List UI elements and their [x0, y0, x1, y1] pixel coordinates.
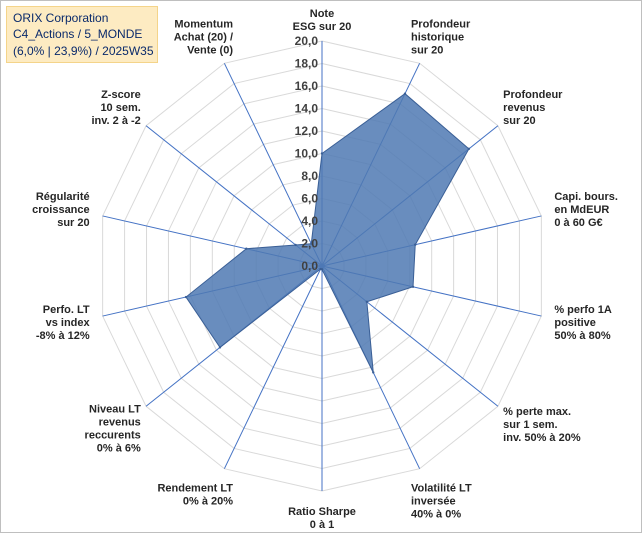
axis-label: en MdEUR: [554, 204, 609, 216]
tick-label: 4,0: [301, 214, 318, 228]
axis-label: Niveau LT: [89, 404, 141, 416]
tick-label: 16,0: [295, 79, 319, 93]
axis-label: 50% à 80%: [554, 330, 610, 342]
tick-label: 20,0: [295, 34, 319, 48]
chart-title-box: ORIX Corporation C4_Actions / 5_MONDE (6…: [6, 6, 158, 63]
tick-label: 14,0: [295, 102, 319, 116]
axis-label: 0 à 1: [310, 519, 334, 531]
tick-label: 0,0: [301, 259, 318, 273]
axis-label: Rendement LT: [157, 483, 233, 495]
axis-label: 40% à 0%: [411, 509, 461, 521]
data-point: [365, 300, 369, 303]
axis-label: revenus: [503, 102, 545, 114]
axis-spoke: [223, 265, 323, 469]
axis-label: sur 20: [57, 217, 89, 229]
axis-label: Perfo. LT: [43, 304, 90, 316]
tick-label: 8,0: [301, 169, 318, 183]
axis-label: Profondeur: [411, 18, 471, 30]
axis-label: -8% à 12%: [36, 330, 90, 342]
title-company: ORIX Corporation: [13, 11, 109, 25]
axis-label: Capi. bours.: [554, 191, 618, 203]
axis-label: inversée: [411, 496, 456, 508]
data-point: [403, 92, 407, 95]
data-point: [320, 152, 324, 155]
axis-label: Z-score: [101, 89, 141, 101]
axis-label: % perfo 1A: [554, 304, 612, 316]
axis-spoke: [145, 125, 323, 267]
tick-label: 6,0: [301, 192, 318, 206]
axis-label: Profondeur: [503, 89, 563, 101]
axis-label: 0% à 20%: [183, 496, 233, 508]
data-point: [310, 242, 313, 245]
axis-label: vs index: [46, 317, 91, 329]
axis-label: Note: [310, 8, 334, 20]
axis-label: Momentum: [174, 18, 233, 30]
axis-label: inv. 50% à 20%: [503, 432, 581, 444]
axis-label: 0 à 60 G€: [554, 217, 602, 229]
data-point: [218, 346, 222, 349]
axis-label: Ratio Sharpe: [288, 506, 356, 518]
tick-label: 10,0: [295, 147, 319, 161]
data-point: [411, 285, 415, 288]
title-category: C4_Actions / 5_MONDE: [13, 27, 143, 41]
axis-label: positive: [554, 317, 596, 329]
data-point: [414, 243, 417, 246]
axis-label: sur 20: [503, 115, 535, 127]
axis-label: reccurents: [85, 430, 141, 442]
axis-label: Achat (20) /: [174, 31, 233, 43]
axis-label: sur 1 sem.: [503, 419, 557, 431]
axis-label: Volatilité LT: [411, 483, 472, 495]
axis-label: % perte max.: [503, 406, 571, 418]
tick-label: 18,0: [295, 57, 319, 71]
title-period: (6,0% | 23,9%) / 2025W35: [13, 44, 154, 58]
axis-label: inv. 2 à -2: [91, 115, 140, 127]
data-point: [467, 147, 471, 151]
axis-label: sur 20: [411, 44, 443, 56]
axis-label: 0% à 6%: [97, 443, 141, 455]
data-point: [184, 295, 188, 299]
axis-spoke: [223, 63, 323, 267]
axis-label: Régularité: [36, 191, 90, 203]
data-point: [245, 247, 248, 250]
axis-label: 10 sem.: [100, 102, 140, 114]
data-point: [319, 267, 322, 271]
tick-label: 12,0: [295, 124, 319, 138]
data-point: [294, 243, 297, 247]
axis-label: revenus: [99, 417, 141, 429]
axis-label: historique: [411, 31, 464, 43]
data-point: [372, 371, 375, 374]
axis-label: croissance: [32, 204, 89, 216]
axis-label: ESG sur 20: [293, 21, 352, 33]
axis-label: Vente (0): [187, 44, 233, 56]
tick-label: 2,0: [301, 237, 318, 251]
data-series-area: [185, 93, 470, 373]
